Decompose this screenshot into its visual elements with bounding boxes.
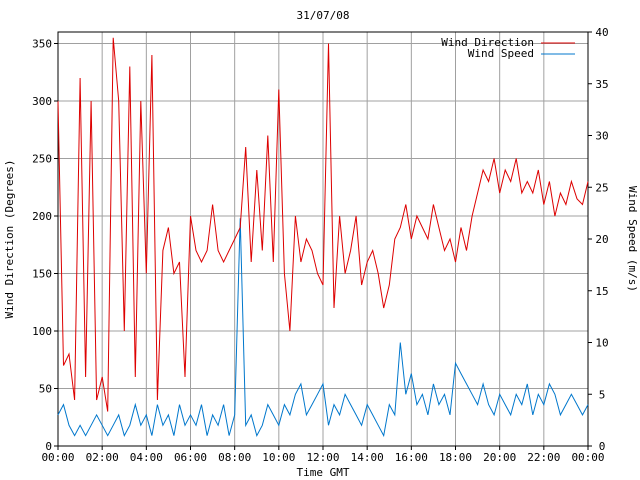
y-axis-label-left: Wind Direction (Degrees) <box>3 160 16 319</box>
x-tick-label: 00:00 <box>41 451 74 464</box>
legend: Wind Direction Wind Speed <box>441 36 575 60</box>
legend-label-wind-direction: Wind Direction <box>441 36 534 49</box>
series-layer <box>57 37 589 438</box>
y-right-tick-label: 40 <box>595 26 608 39</box>
x-tick-label: 02:00 <box>86 451 119 464</box>
y-left-tick-label: 250 <box>32 153 52 166</box>
y-left-tick-label: 200 <box>32 210 52 223</box>
x-tick-label: 04:00 <box>130 451 163 464</box>
y-right-tick-label: 20 <box>595 233 608 246</box>
x-tick-label: 14:00 <box>351 451 384 464</box>
y-right-tick-label: 25 <box>595 181 608 194</box>
tick-layer: 00:00 02:00 04:00 06:00 08:00 10:00 12:00 14:00… <box>32 26 609 464</box>
x-tick-label: 20:00 <box>483 451 516 464</box>
y-right-tick-label: 15 <box>595 285 608 298</box>
y-left-tick-label: 50 <box>39 383 52 396</box>
x-tick-label: 10:00 <box>262 451 295 464</box>
y-left-tick-label: 350 <box>32 38 52 51</box>
x-tick-label: 06:00 <box>174 451 207 464</box>
chart-title: 31/07/08 <box>297 9 350 22</box>
y-left-tick-label: 300 <box>32 95 52 108</box>
y-right-tick-label: 0 <box>599 440 606 453</box>
y-left-tick-label: 0 <box>45 440 52 453</box>
series-line-wind-speed <box>57 218 589 438</box>
y-left-tick-label: 150 <box>32 268 52 281</box>
y-axis-label-right: Wind Speed (m/s) <box>626 186 639 292</box>
x-tick-label: 08:00 <box>218 451 251 464</box>
series-line-wind-direction <box>57 37 589 412</box>
y-left-tick-label: 100 <box>32 325 52 338</box>
x-tick-label: 16:00 <box>395 451 428 464</box>
y-right-tick-label: 30 <box>595 130 608 143</box>
x-axis-label: Time GMT <box>297 466 350 479</box>
x-tick-label: 12:00 <box>306 451 339 464</box>
y-right-tick-label: 5 <box>599 388 606 401</box>
y-right-tick-label: 10 <box>595 337 608 350</box>
legend-label-wind-speed: Wind Speed <box>468 47 534 60</box>
x-tick-label: 18:00 <box>439 451 472 464</box>
x-tick-label: 22:00 <box>527 451 560 464</box>
x-tick-label: 00:00 <box>571 451 604 464</box>
y-right-tick-label: 35 <box>595 78 608 91</box>
